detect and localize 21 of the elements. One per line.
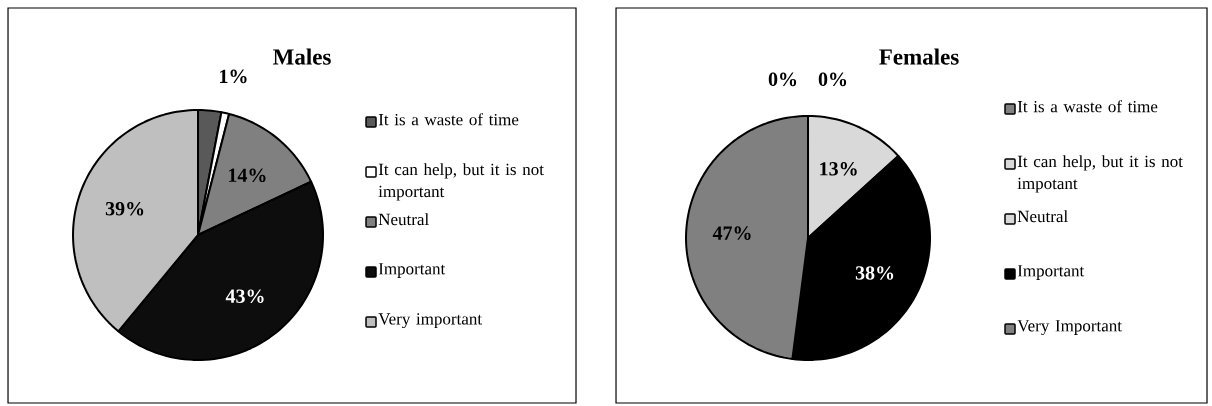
legend-label: Very important	[378, 313, 482, 329]
legend-label: Very Important	[1017, 320, 1122, 335]
legend-label: It is a waste of time	[378, 113, 519, 126]
data-label: 13%	[820, 162, 857, 176]
legend-label: It can help, but it is not impotant	[1017, 155, 1183, 193]
data-label: 1%	[220, 69, 247, 84]
data-label: 38%	[855, 266, 894, 280]
legend-label: Neutral	[1017, 210, 1068, 223]
chart-title: Males	[273, 48, 331, 65]
data-label: 47%	[712, 226, 751, 240]
legend-label: Important	[378, 263, 446, 278]
data-label: 14%	[229, 168, 266, 183]
legend-label: It can help, but it is not important	[378, 163, 544, 201]
legend-label: Neutral	[378, 213, 429, 226]
text: 0%	[818, 72, 847, 87]
data-label: 39%	[105, 201, 144, 216]
legend-label: It is a waste of time	[1017, 100, 1158, 113]
legend-label: Important	[1017, 265, 1085, 280]
data-label: 43%	[225, 289, 264, 304]
chart-title: Females	[879, 48, 959, 65]
text: 0%	[768, 72, 797, 87]
